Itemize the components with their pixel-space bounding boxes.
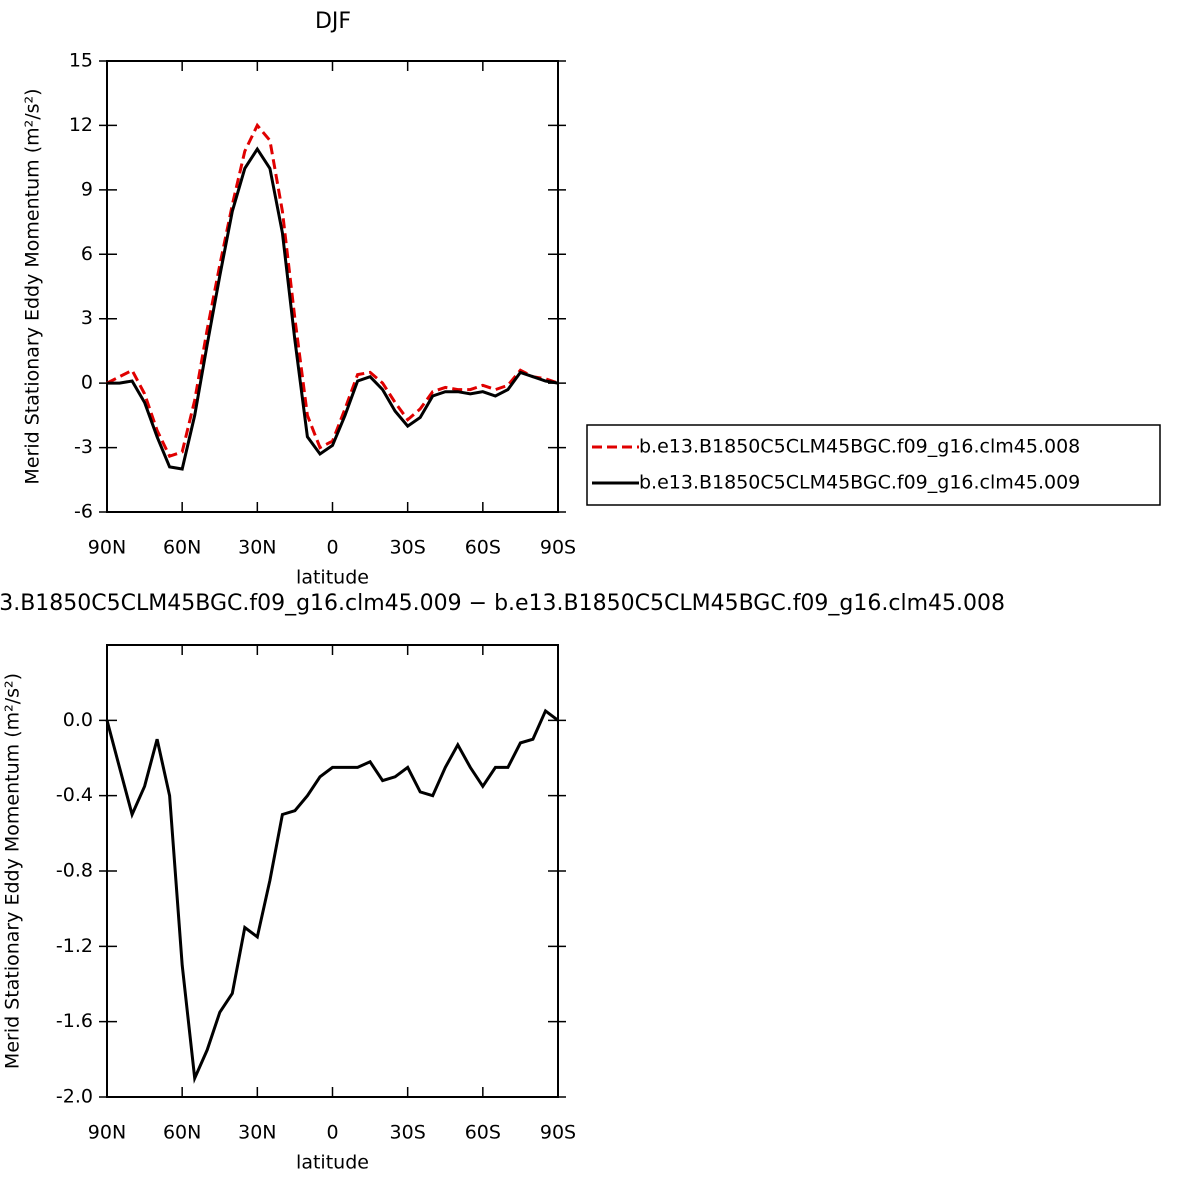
y-tick-label: 3	[81, 307, 93, 329]
x-tick-label: 90N	[88, 537, 126, 559]
legend-label: b.e13.B1850C5CLM45BGC.f09_g16.clm45.009	[639, 472, 1080, 494]
y-tick-label: -2.0	[56, 1086, 93, 1108]
plot-frame	[106, 644, 559, 1098]
y-tick-label: -6	[74, 501, 93, 523]
x-tick-label: 0	[326, 1122, 338, 1144]
y-tick-label: 6	[81, 243, 93, 265]
y-tick-label: 15	[69, 50, 93, 72]
plot-frame	[106, 60, 559, 513]
legend-label: b.e13.B1850C5CLM45BGC.f09_g16.clm45.008	[639, 436, 1080, 458]
x-tick-label: 90S	[540, 1122, 576, 1144]
x-tick-label: 90N	[88, 1122, 126, 1144]
x-axis-label: latitude	[296, 1152, 369, 1174]
data-line	[107, 146, 559, 471]
data-line	[106, 122, 559, 459]
y-tick-label: 0.0	[63, 709, 93, 731]
x-tick-label: 0	[326, 537, 338, 559]
x-tick-label: 30S	[390, 537, 426, 559]
y-tick-label: -1.6	[56, 1010, 93, 1032]
chart-title: b.e13.B1850C5CLM45BGC.f09_g16.clm45.009 …	[0, 591, 1005, 616]
y-tick-label: -3	[74, 436, 93, 458]
x-axis-label: latitude	[296, 567, 369, 589]
y-axis-label: Merid Stationary Eddy Momentum (m²/s²)	[22, 88, 44, 484]
x-tick-label: 90S	[540, 537, 576, 559]
chart-title: DJF	[315, 9, 351, 34]
y-tick-label: 12	[69, 114, 93, 136]
x-tick-label: 60N	[163, 537, 201, 559]
y-axis-label: Merid Stationary Eddy Momentum (m²/s²)	[2, 673, 24, 1069]
x-tick-label: 60S	[465, 1122, 501, 1144]
legend-box	[586, 424, 1161, 506]
data-line	[105, 708, 559, 1084]
x-tick-label: 30S	[390, 1122, 426, 1144]
y-tick-label: -1.2	[56, 935, 93, 957]
y-tick-label: 9	[81, 178, 93, 200]
y-tick-label: -0.8	[56, 860, 93, 882]
x-tick-label: 60S	[465, 537, 501, 559]
x-tick-label: 30N	[238, 1122, 276, 1144]
y-tick-label: -0.4	[56, 784, 93, 806]
x-tick-label: 60N	[163, 1122, 201, 1144]
x-tick-label: 30N	[238, 537, 276, 559]
y-tick-label: 0	[81, 372, 93, 394]
